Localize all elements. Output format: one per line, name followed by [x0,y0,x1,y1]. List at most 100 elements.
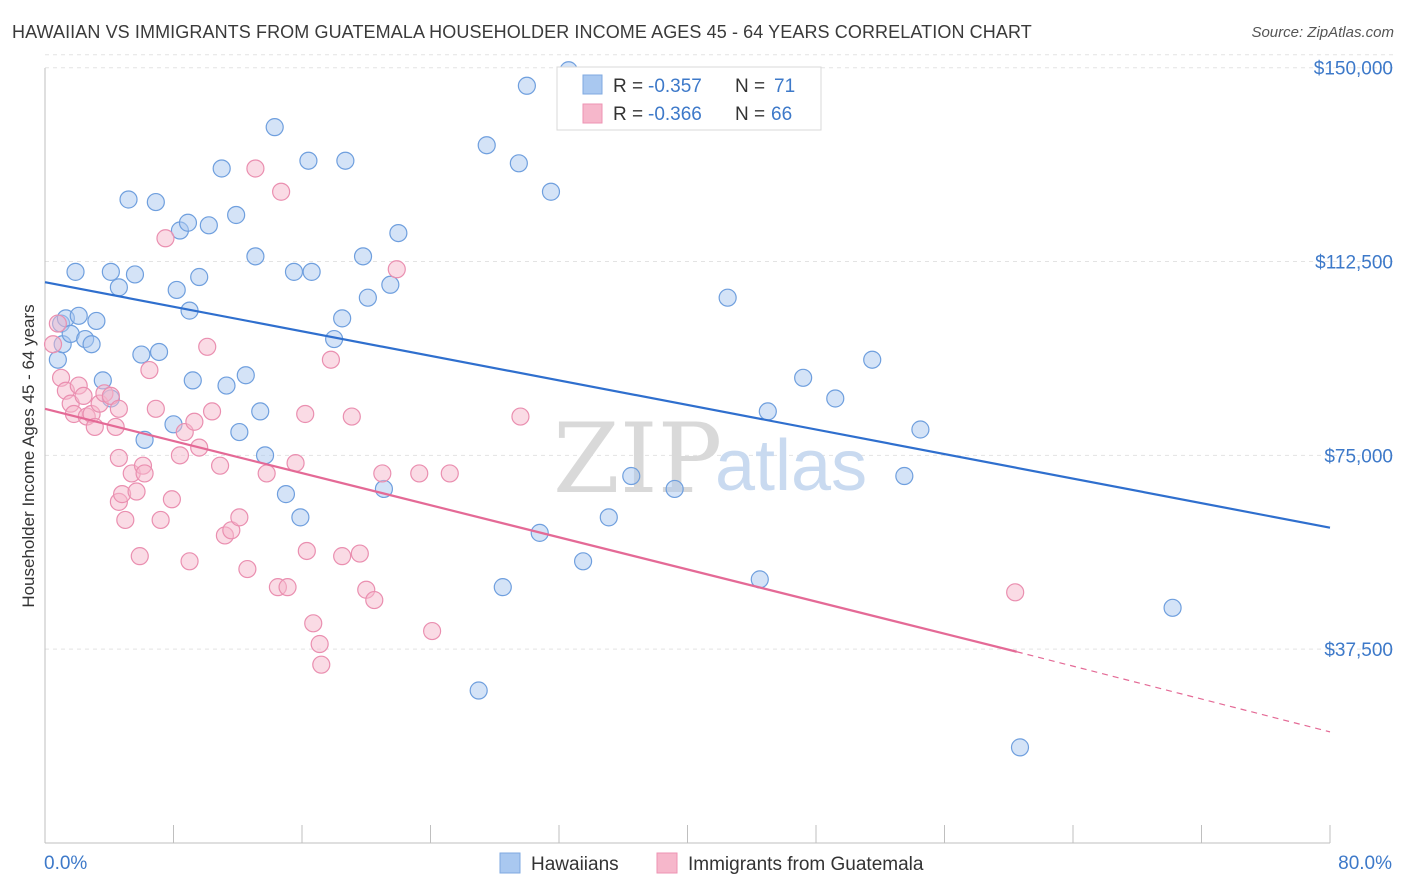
guatemala-trend-line [44,407,1018,653]
hawaiian-point [199,216,218,235]
guatemala-point [272,182,291,201]
y-tick-labels: $37,500 $75,000 $112,500 $150,000 [1314,59,1393,661]
hawaiian-point [251,402,270,421]
legend-n-value-1: 71 [774,76,795,97]
legend-swatch-hawaiians [582,74,603,95]
hawaiian-point [493,578,512,597]
watermark-zip: ZIP [553,403,722,515]
y-tick-label: $150,000 [1314,59,1393,80]
guatemala-point [146,399,165,418]
watermark: ZIP atlas [553,403,867,515]
hawaiian-point [381,275,400,294]
guatemala-point [101,386,120,406]
hawaiian-point [227,205,246,225]
hawaiian-point [1163,598,1182,617]
data-points [43,61,1182,757]
guatemala-point [43,335,63,354]
watermark-atlas: atlas [715,426,867,506]
guatemala-point [312,655,331,674]
guatemala-point [365,590,384,610]
guatemala-point [210,456,230,475]
y-tick-label: $75,000 [1324,446,1393,467]
hawaiian-point [167,280,186,300]
y-tick-label: $112,500 [1315,253,1393,274]
hawaiian-point [665,479,684,499]
hawaiian-point [469,681,488,700]
guatemala-point [162,490,181,509]
legend-n-value-2: 66 [771,104,792,125]
source-credit: Source: ZipAtlas.com [1251,24,1394,41]
hawaiian-point [895,466,914,486]
hawaiian-point [109,278,128,297]
hawaiian-point [149,342,169,362]
guatemala-trend-line-extension [1016,651,1331,733]
legend-r-label-2: R = [613,104,643,125]
guatemala-point [222,521,241,540]
guatemala-point [230,508,249,527]
guatemala-point [74,386,93,406]
hawaiian-point [178,213,198,232]
hawaiian-point [517,76,536,95]
hawaiian-point [353,247,373,266]
hawaiian-point [291,508,310,527]
guatemala-point [310,634,329,654]
guatemala-point [127,482,146,501]
hawaiian-point [69,306,88,325]
guatemala-point [202,402,222,421]
hawaiian-point [541,182,561,201]
legend-stats: R = -0.357 N = 71 R = -0.366 N = 66 [556,66,822,131]
hawaiian-point [573,552,593,571]
guatemala-point [246,159,265,178]
guatemala-point [180,552,199,571]
guatemala-point [333,547,352,566]
guatemala-point [116,510,135,530]
hawaiian-point [230,422,249,442]
hawaiian-point [284,262,304,281]
hawaiian-point [212,159,231,178]
guatemala-point [423,621,442,641]
guatemala-point [109,399,128,418]
guatemala-point [156,229,175,248]
hawaiian-point [236,366,255,385]
y-tick-label: $37,500 [1324,640,1393,661]
hawaiian-point [758,402,777,421]
guatemala-point [151,510,170,530]
hawaiian-point [276,485,296,504]
hawaiian-point [622,466,641,486]
hawaiian-point [82,335,101,354]
hawaiian-point [217,376,236,395]
guatemala-point [130,547,149,566]
hawaiian-point [333,309,352,328]
axes [44,68,1331,844]
legend-r-value-1: -0.357 [648,76,702,97]
legend-series: Hawaiians Immigrants from Guatemala [499,852,924,875]
guatemala-point [140,360,159,380]
hawaiian-point [1010,738,1030,757]
hawaiian-point [718,288,737,307]
legend-swatch-guatemala [582,103,603,124]
legend-bottom-swatch-guatemala [656,852,678,874]
guatemala-point [109,448,128,468]
guatemala-point [511,407,530,426]
hawaiian-point [389,223,408,243]
hawaiian-point [299,151,318,170]
hawaiian-point [358,288,377,307]
guatemala-point [170,446,190,465]
hawaiian-point [826,389,845,408]
hawaiian-point [119,190,138,209]
guatemala-point [135,464,154,483]
hawaiian-point [336,151,355,170]
hawaiian-point [599,508,618,527]
hawaiian-point [911,420,930,439]
guatemala-point [387,260,406,279]
guatemala-point [1006,583,1025,602]
hawaiian-point [477,136,496,155]
guatemala-point [185,412,204,431]
hawaiian-point [87,311,106,331]
legend-r-label-1: R = [613,76,643,97]
hawaiian-point [302,262,321,281]
hawaiian-point [246,247,265,266]
chart-title: HAWAIIAN VS IMMIGRANTS FROM GUATEMALA HO… [12,22,1032,42]
y-axis-label: Householder Income Ages 45 - 64 years [19,304,38,607]
